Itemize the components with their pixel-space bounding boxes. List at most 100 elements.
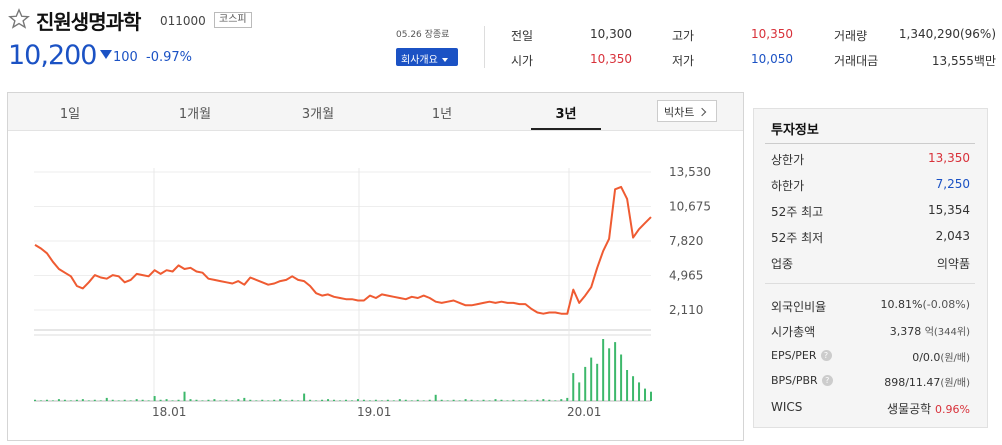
stock-code: 011000 bbox=[160, 14, 206, 28]
help-icon[interactable]: ? bbox=[821, 375, 833, 386]
volume-bar bbox=[279, 399, 282, 401]
volume-bar bbox=[596, 363, 599, 401]
volume-bar bbox=[584, 366, 587, 401]
tab-3m[interactable]: 3개월 bbox=[301, 107, 335, 122]
volume-bar bbox=[267, 400, 270, 401]
volume-bar bbox=[446, 400, 449, 401]
volume-bar bbox=[578, 382, 581, 401]
price-chart[interactable]: 13,530 10,675 7,820 4,965 2,110 18.01 19.01 20.… bbox=[8, 131, 743, 436]
volume-bar bbox=[201, 400, 204, 401]
invest-row-label: 하한가 bbox=[771, 179, 805, 193]
volume-bar bbox=[273, 399, 276, 401]
volume-bar bbox=[237, 399, 240, 401]
invest-row-label: 상한가 bbox=[771, 153, 805, 167]
price-change-percent: -0.97% bbox=[146, 50, 192, 65]
volume-bar bbox=[374, 399, 377, 401]
volume-bar bbox=[34, 399, 36, 401]
prev-close-label: 전일 bbox=[511, 29, 534, 43]
volume-bar bbox=[362, 399, 365, 401]
volume-bar bbox=[45, 399, 48, 401]
volume-bar bbox=[303, 393, 306, 401]
volume-bar bbox=[560, 399, 563, 401]
volume-bar bbox=[321, 399, 324, 401]
volume-bar bbox=[458, 400, 461, 401]
investment-info-panel bbox=[753, 108, 988, 428]
y-tick-label: 7,820 bbox=[669, 234, 703, 248]
volume-bar bbox=[464, 399, 467, 401]
volume-bar bbox=[129, 400, 132, 401]
investment-info-title: 투자정보 bbox=[771, 123, 819, 138]
volume-bar bbox=[548, 399, 551, 401]
volume-bar bbox=[554, 400, 557, 401]
invest-row-label: 업종 bbox=[771, 257, 794, 271]
volume-bar bbox=[213, 399, 216, 401]
volume-bar bbox=[398, 399, 401, 401]
foreign-ratio-label: 외국인비율 bbox=[771, 300, 827, 314]
invest-row-value: 2,043 bbox=[935, 229, 970, 243]
volume-bar bbox=[638, 382, 641, 401]
volume-bar bbox=[416, 399, 419, 401]
market-cap-label: 시가총액 bbox=[771, 325, 816, 339]
volume-bar bbox=[63, 399, 66, 401]
volume-bar bbox=[620, 354, 623, 401]
high-value: 10,350 bbox=[751, 27, 793, 41]
volume-bar bbox=[350, 400, 353, 401]
tab-3y[interactable]: 3년 bbox=[555, 107, 577, 122]
volume-bar bbox=[39, 400, 42, 401]
tab-1y[interactable]: 1년 bbox=[431, 107, 453, 122]
volume-bar bbox=[344, 399, 347, 401]
help-icon[interactable]: ? bbox=[820, 350, 832, 361]
market-badge: 코스피 bbox=[214, 12, 252, 28]
invest-row-label: 52주 최고 bbox=[771, 205, 824, 219]
volume-value: 1,340,290(96%) bbox=[898, 27, 996, 41]
volume-bar bbox=[183, 391, 186, 401]
volume-bar bbox=[117, 400, 120, 401]
volume-bar bbox=[171, 400, 174, 401]
volume-bar bbox=[614, 342, 617, 401]
low-label: 저가 bbox=[672, 54, 695, 68]
foreign-ratio-value: 10.81%(-0.08%) bbox=[880, 298, 970, 311]
price-change: 100 bbox=[113, 50, 138, 65]
volume-bar bbox=[500, 399, 503, 401]
y-tick-label: 4,965 bbox=[669, 269, 703, 283]
company-overview-button[interactable]: 회사개요 bbox=[396, 48, 458, 66]
volume-bar bbox=[297, 400, 300, 401]
invest-row-value: 의약품 bbox=[936, 257, 970, 271]
volume-bar bbox=[153, 396, 156, 401]
volume-bar bbox=[404, 399, 407, 401]
volume-bar bbox=[536, 399, 539, 401]
volume-bar bbox=[422, 400, 425, 401]
eps-per-value: 0/0.0(원/배) bbox=[912, 351, 970, 364]
volume-bar bbox=[159, 399, 162, 401]
price-line bbox=[34, 185, 652, 315]
volume-bar bbox=[650, 391, 652, 401]
active-tab-indicator bbox=[531, 128, 601, 130]
chevron-right-icon bbox=[698, 107, 707, 117]
y-tick-label: 10,675 bbox=[669, 200, 711, 214]
big-chart-button[interactable]: 빅차트 bbox=[657, 100, 717, 122]
volume-bar bbox=[380, 400, 383, 401]
volume-bar bbox=[123, 399, 126, 401]
invest-row-label: 52주 최저 bbox=[771, 231, 824, 245]
wics-value: 생물공학 0.96% bbox=[887, 402, 970, 416]
volume-bar bbox=[644, 388, 647, 401]
low-value: 10,050 bbox=[751, 52, 793, 66]
current-price: 10,200 bbox=[8, 40, 97, 71]
x-tick-label: 18.01 bbox=[152, 405, 186, 419]
divider bbox=[765, 143, 975, 144]
volume-bar bbox=[51, 400, 54, 401]
invest-row-value: 7,250 bbox=[935, 177, 970, 191]
tab-1d[interactable]: 1일 bbox=[59, 107, 81, 122]
volume-bar bbox=[494, 399, 497, 401]
volume-bar bbox=[476, 400, 479, 401]
volume-bar bbox=[249, 399, 252, 401]
favorite-star-icon[interactable] bbox=[8, 8, 30, 30]
volume-bar bbox=[177, 399, 180, 401]
bps-pbr-value: 898/11.47(원/배) bbox=[884, 376, 970, 389]
chart-panel bbox=[7, 92, 744, 441]
x-tick-label: 19.01 bbox=[357, 405, 391, 419]
volume-bar bbox=[243, 397, 246, 401]
volume-bar bbox=[87, 400, 90, 401]
tab-1m[interactable]: 1개월 bbox=[178, 107, 212, 122]
volume-bar bbox=[608, 348, 611, 401]
